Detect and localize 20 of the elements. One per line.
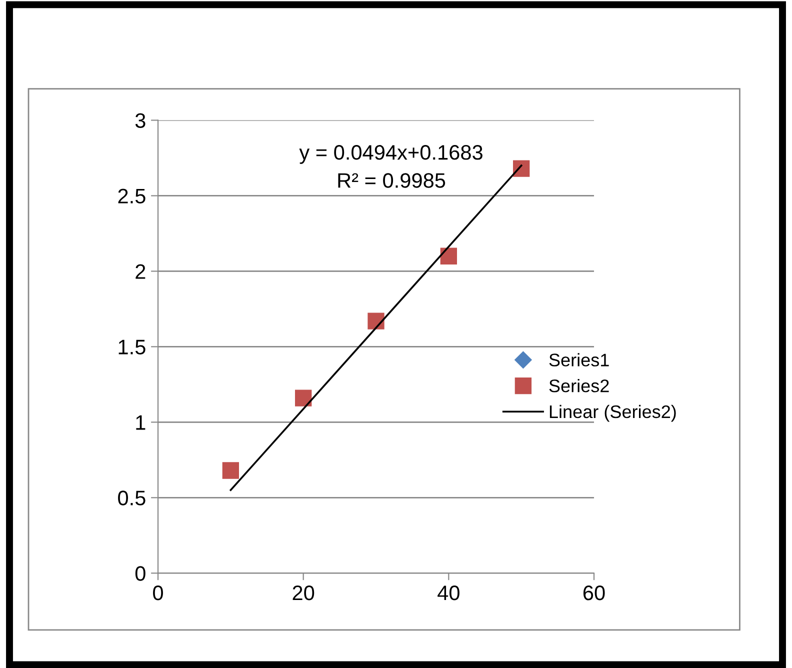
y-tick-label: 2.5 bbox=[118, 188, 146, 204]
point bbox=[295, 390, 312, 406]
y-tick-label: 0.5 bbox=[118, 490, 146, 506]
y-tick-label: 3 bbox=[135, 113, 146, 128]
point bbox=[440, 248, 457, 264]
y-tick-label: 2 bbox=[136, 264, 146, 279]
y-tick-label: 1.5 bbox=[118, 340, 146, 354]
legend-label: Series1 bbox=[549, 353, 609, 366]
point bbox=[368, 312, 384, 330]
y-tick-label: 0 bbox=[135, 566, 146, 581]
x-tick-label: 60 bbox=[583, 586, 605, 600]
annotation: y = 0.0494x+0.1683 bbox=[299, 145, 482, 164]
y-tick-label: 1 bbox=[136, 415, 146, 430]
x-tick-label: 40 bbox=[438, 586, 460, 600]
x-tick-label: 20 bbox=[292, 586, 314, 600]
legend-label: Linear (Series2) bbox=[550, 404, 676, 422]
point bbox=[222, 462, 240, 479]
annotation: R² = 0.9985 bbox=[338, 173, 446, 188]
x-tick-label: 0 bbox=[153, 586, 163, 600]
legend-label: Series2 bbox=[549, 379, 609, 392]
